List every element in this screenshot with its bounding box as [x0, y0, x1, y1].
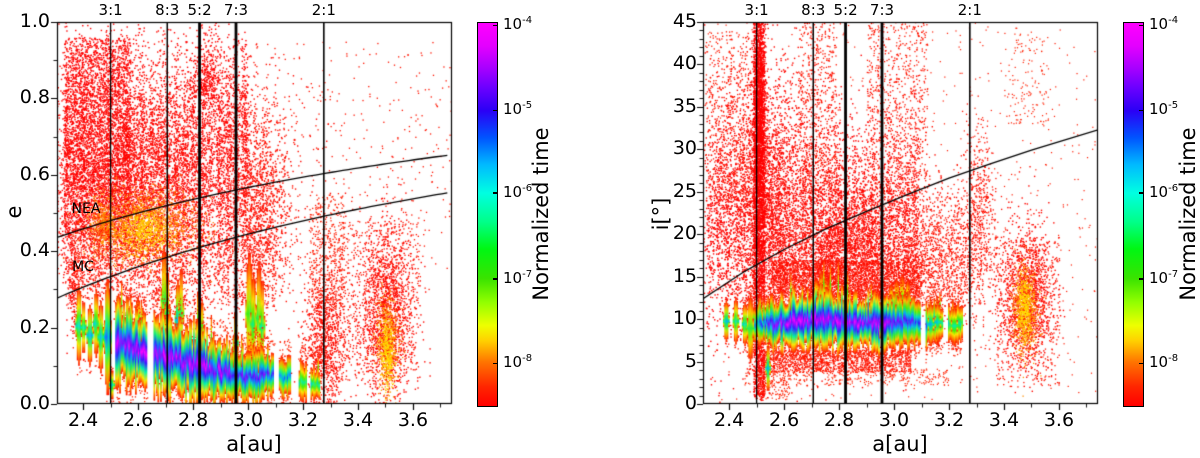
left-resonance-label: 2:1 — [311, 1, 336, 19]
left-colorbar-tick — [493, 192, 498, 194]
left-resonance-label: 8:3 — [155, 1, 180, 19]
left-y-axis-label: e — [2, 205, 26, 219]
left-resonance-label: 3:1 — [98, 1, 123, 19]
right-y-tick-label: 15 — [672, 265, 697, 287]
left-y-tick-label: 1.0 — [19, 10, 50, 32]
left-resonance-label: 5:2 — [187, 1, 212, 19]
right-x-tick-label: 3.6 — [1043, 409, 1075, 431]
left-x-tick-label: 3.2 — [287, 409, 319, 431]
right-y-tick-label: 10 — [672, 307, 697, 329]
left-colorbar-tick — [493, 24, 498, 26]
right-x-tick-label: 2.8 — [823, 409, 855, 431]
colorbar-right-title: Normalized time — [1176, 127, 1200, 301]
right-colorbar-tick — [1139, 192, 1144, 194]
right-colorbar-tick — [1139, 278, 1144, 280]
left-y-tick-label: 0.8 — [19, 86, 50, 108]
left-x-tick-label: 3.4 — [342, 409, 374, 431]
right-colorbar-tick-label: 10-8 — [1149, 353, 1179, 372]
left-colorbar-tick — [493, 362, 498, 364]
left-colorbar-tick — [493, 278, 498, 280]
right-colorbar-tick-label: 10-4 — [1149, 15, 1179, 34]
left-colorbar-tick-label: 10-6 — [503, 182, 533, 201]
left-x-axis-label: a[au] — [226, 432, 282, 456]
right-resonance-label: 7:3 — [869, 1, 895, 19]
colorbar-left-title: Normalized time — [529, 127, 553, 301]
right-x-axis-label: a[au] — [872, 432, 928, 456]
right-y-tick-label: 5 — [684, 350, 697, 372]
right-resonance-label: 8:3 — [801, 1, 826, 19]
right-colorbar-tick-label: 10-7 — [1149, 268, 1179, 287]
left-colorbar-tick-label: 10-5 — [503, 100, 533, 119]
right-x-tick-label: 2.6 — [768, 409, 800, 431]
left-x-tick-label: 2.8 — [177, 409, 209, 431]
left-x-tick-label: 2.4 — [68, 409, 99, 431]
right-colorbar-tick — [1139, 362, 1144, 364]
right-y-tick-label: 25 — [672, 180, 697, 202]
right-y-tick-label: 20 — [672, 222, 697, 244]
right-x-tick-label: 3.0 — [878, 409, 910, 431]
left-colorbar-tick-label: 10-8 — [503, 353, 533, 372]
colorbar-left — [477, 22, 498, 407]
left-x-tick-label: 3.0 — [232, 409, 264, 431]
right-x-tick-label: 2.4 — [714, 409, 745, 431]
right-resonance-label: 2:1 — [957, 1, 982, 19]
left-y-tick-label: 0.6 — [19, 163, 50, 185]
colorbar-right — [1123, 22, 1144, 407]
left-y-tick-label: 0.0 — [19, 392, 50, 414]
left-colorbar-tick-label: 10-4 — [503, 15, 533, 34]
left-x-tick-label: 2.6 — [122, 409, 154, 431]
left-colorbar-tick-label: 10-7 — [503, 268, 533, 287]
right-resonance-label: 3:1 — [744, 1, 769, 19]
right-y-tick-label: 0 — [684, 392, 697, 414]
left-colorbar-tick — [493, 109, 498, 112]
right-y-tick-label: 30 — [672, 137, 697, 159]
left-resonance-label: 7:3 — [223, 1, 249, 19]
right-colorbar-tick — [1139, 109, 1144, 112]
mc-curve-label: MC — [72, 259, 94, 275]
right-x-tick-label: 3.2 — [933, 409, 965, 431]
right-resonance-label: 5:2 — [833, 1, 858, 19]
right-colorbar-tick — [1139, 24, 1144, 26]
left-y-tick-label: 0.2 — [19, 316, 50, 338]
right-y-tick-label: 45 — [672, 10, 697, 32]
left-x-tick-label: 3.6 — [397, 409, 429, 431]
right-colorbar-tick-label: 10-5 — [1149, 100, 1179, 119]
right-x-tick-label: 3.4 — [988, 409, 1020, 431]
left-y-tick-label: 0.4 — [19, 239, 50, 261]
right-colorbar-tick-label: 10-6 — [1149, 182, 1179, 201]
right-y-tick-label: 35 — [672, 95, 697, 117]
right-y-tick-label: 40 — [672, 52, 697, 74]
nea-curve-label: NEA — [71, 201, 101, 217]
